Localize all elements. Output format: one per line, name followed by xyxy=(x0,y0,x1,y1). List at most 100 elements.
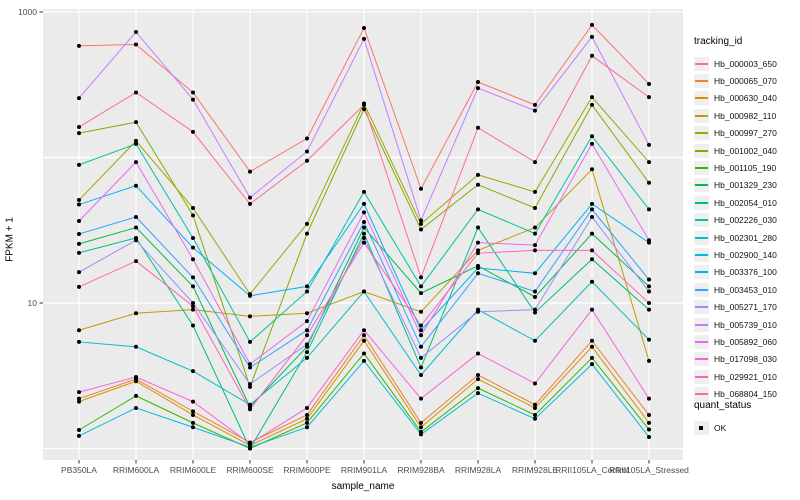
data-point xyxy=(248,445,252,450)
data-point xyxy=(134,375,138,380)
data-point xyxy=(419,420,423,425)
line-key-icon xyxy=(694,230,709,245)
data-point xyxy=(419,284,423,289)
data-point xyxy=(533,416,537,421)
data-point xyxy=(590,207,594,212)
data-point xyxy=(647,434,651,439)
legend2-item-label: OK xyxy=(714,422,727,433)
data-point xyxy=(533,289,537,294)
data-point xyxy=(419,186,423,191)
data-point xyxy=(362,220,366,225)
data-point xyxy=(476,80,480,85)
data-point xyxy=(590,338,594,343)
data-point xyxy=(647,427,651,432)
data-point xyxy=(77,198,81,203)
data-point xyxy=(419,344,423,349)
data-point xyxy=(419,323,423,328)
data-point xyxy=(362,358,366,363)
data-point xyxy=(305,149,309,154)
data-point xyxy=(362,189,366,194)
data-point xyxy=(134,259,138,264)
data-point xyxy=(77,43,81,48)
data-point xyxy=(134,379,138,384)
data-point xyxy=(362,231,366,236)
data-point xyxy=(77,270,81,275)
legend-item: Hb_000997_270 xyxy=(694,125,800,142)
data-point xyxy=(77,131,81,136)
legend-item: Hb_017098_030 xyxy=(694,351,800,368)
data-point xyxy=(590,362,594,367)
data-point xyxy=(77,433,81,438)
data-point xyxy=(419,396,423,401)
data-point xyxy=(191,235,195,240)
data-point xyxy=(134,405,138,410)
data-point xyxy=(419,291,423,296)
data-point xyxy=(647,412,651,417)
legend-item: Hb_002054_010 xyxy=(694,194,800,211)
data-point xyxy=(191,399,195,404)
x-tick-label: PB350LA xyxy=(61,465,97,475)
data-point xyxy=(77,428,81,433)
data-point xyxy=(77,241,81,246)
data-point xyxy=(191,129,195,134)
legend-item: Hb_003376_100 xyxy=(694,264,800,281)
data-point xyxy=(590,34,594,39)
data-point xyxy=(476,309,480,314)
data-point xyxy=(362,333,366,338)
data-point xyxy=(191,205,195,210)
data-point xyxy=(419,432,423,437)
data-point xyxy=(647,142,651,147)
data-point xyxy=(476,240,480,245)
data-point xyxy=(533,271,537,276)
data-point xyxy=(590,248,594,253)
legend-item: Hb_005892_060 xyxy=(694,333,800,350)
data-point xyxy=(77,390,81,395)
data-point xyxy=(134,141,138,146)
data-point xyxy=(362,26,366,31)
legend-item: Hb_000065_070 xyxy=(694,72,800,89)
data-point xyxy=(248,441,252,446)
data-point xyxy=(362,225,366,230)
legend-item: Hb_029921_010 xyxy=(694,368,800,385)
x-tick-label: RRIM901LA xyxy=(341,465,388,475)
line-key-icon xyxy=(694,387,709,402)
data-point xyxy=(362,338,366,343)
data-point xyxy=(191,245,195,250)
data-point xyxy=(77,328,81,333)
data-point xyxy=(647,238,651,243)
x-tick-label: RRIM600PE xyxy=(283,465,331,475)
data-point xyxy=(191,97,195,102)
data-point xyxy=(533,248,537,253)
legend-item: Hb_000630_040 xyxy=(694,90,800,107)
data-point xyxy=(476,271,480,276)
legend-item-label: Hb_000997_270 xyxy=(714,128,777,139)
data-point xyxy=(533,412,537,417)
data-point xyxy=(248,407,252,412)
data-point xyxy=(476,391,480,396)
data-point xyxy=(476,86,480,91)
data-point xyxy=(533,381,537,386)
x-tick-label: RRIM600LE xyxy=(170,465,217,475)
data-point xyxy=(248,365,252,370)
data-point xyxy=(134,29,138,34)
data-point xyxy=(305,221,309,226)
legend-item-label: Hb_068804_150 xyxy=(714,389,777,400)
data-point xyxy=(647,160,651,165)
line-key-icon xyxy=(694,369,709,384)
legend-title: tracking_id xyxy=(694,36,743,47)
data-point xyxy=(476,225,480,230)
data-point xyxy=(362,289,366,294)
data-point xyxy=(305,420,309,425)
legend-item-label: Hb_000003_650 xyxy=(714,58,777,69)
data-point xyxy=(647,284,651,289)
data-point xyxy=(134,311,138,316)
data-point xyxy=(248,201,252,206)
data-point xyxy=(248,384,252,389)
data-point xyxy=(476,386,480,391)
data-point xyxy=(419,425,423,430)
legend-item-label: Hb_001105_190 xyxy=(714,163,777,174)
legend-item-label: Hb_001329_230 xyxy=(714,180,777,191)
data-point xyxy=(191,307,195,312)
data-point xyxy=(647,289,651,294)
data-point xyxy=(590,279,594,284)
